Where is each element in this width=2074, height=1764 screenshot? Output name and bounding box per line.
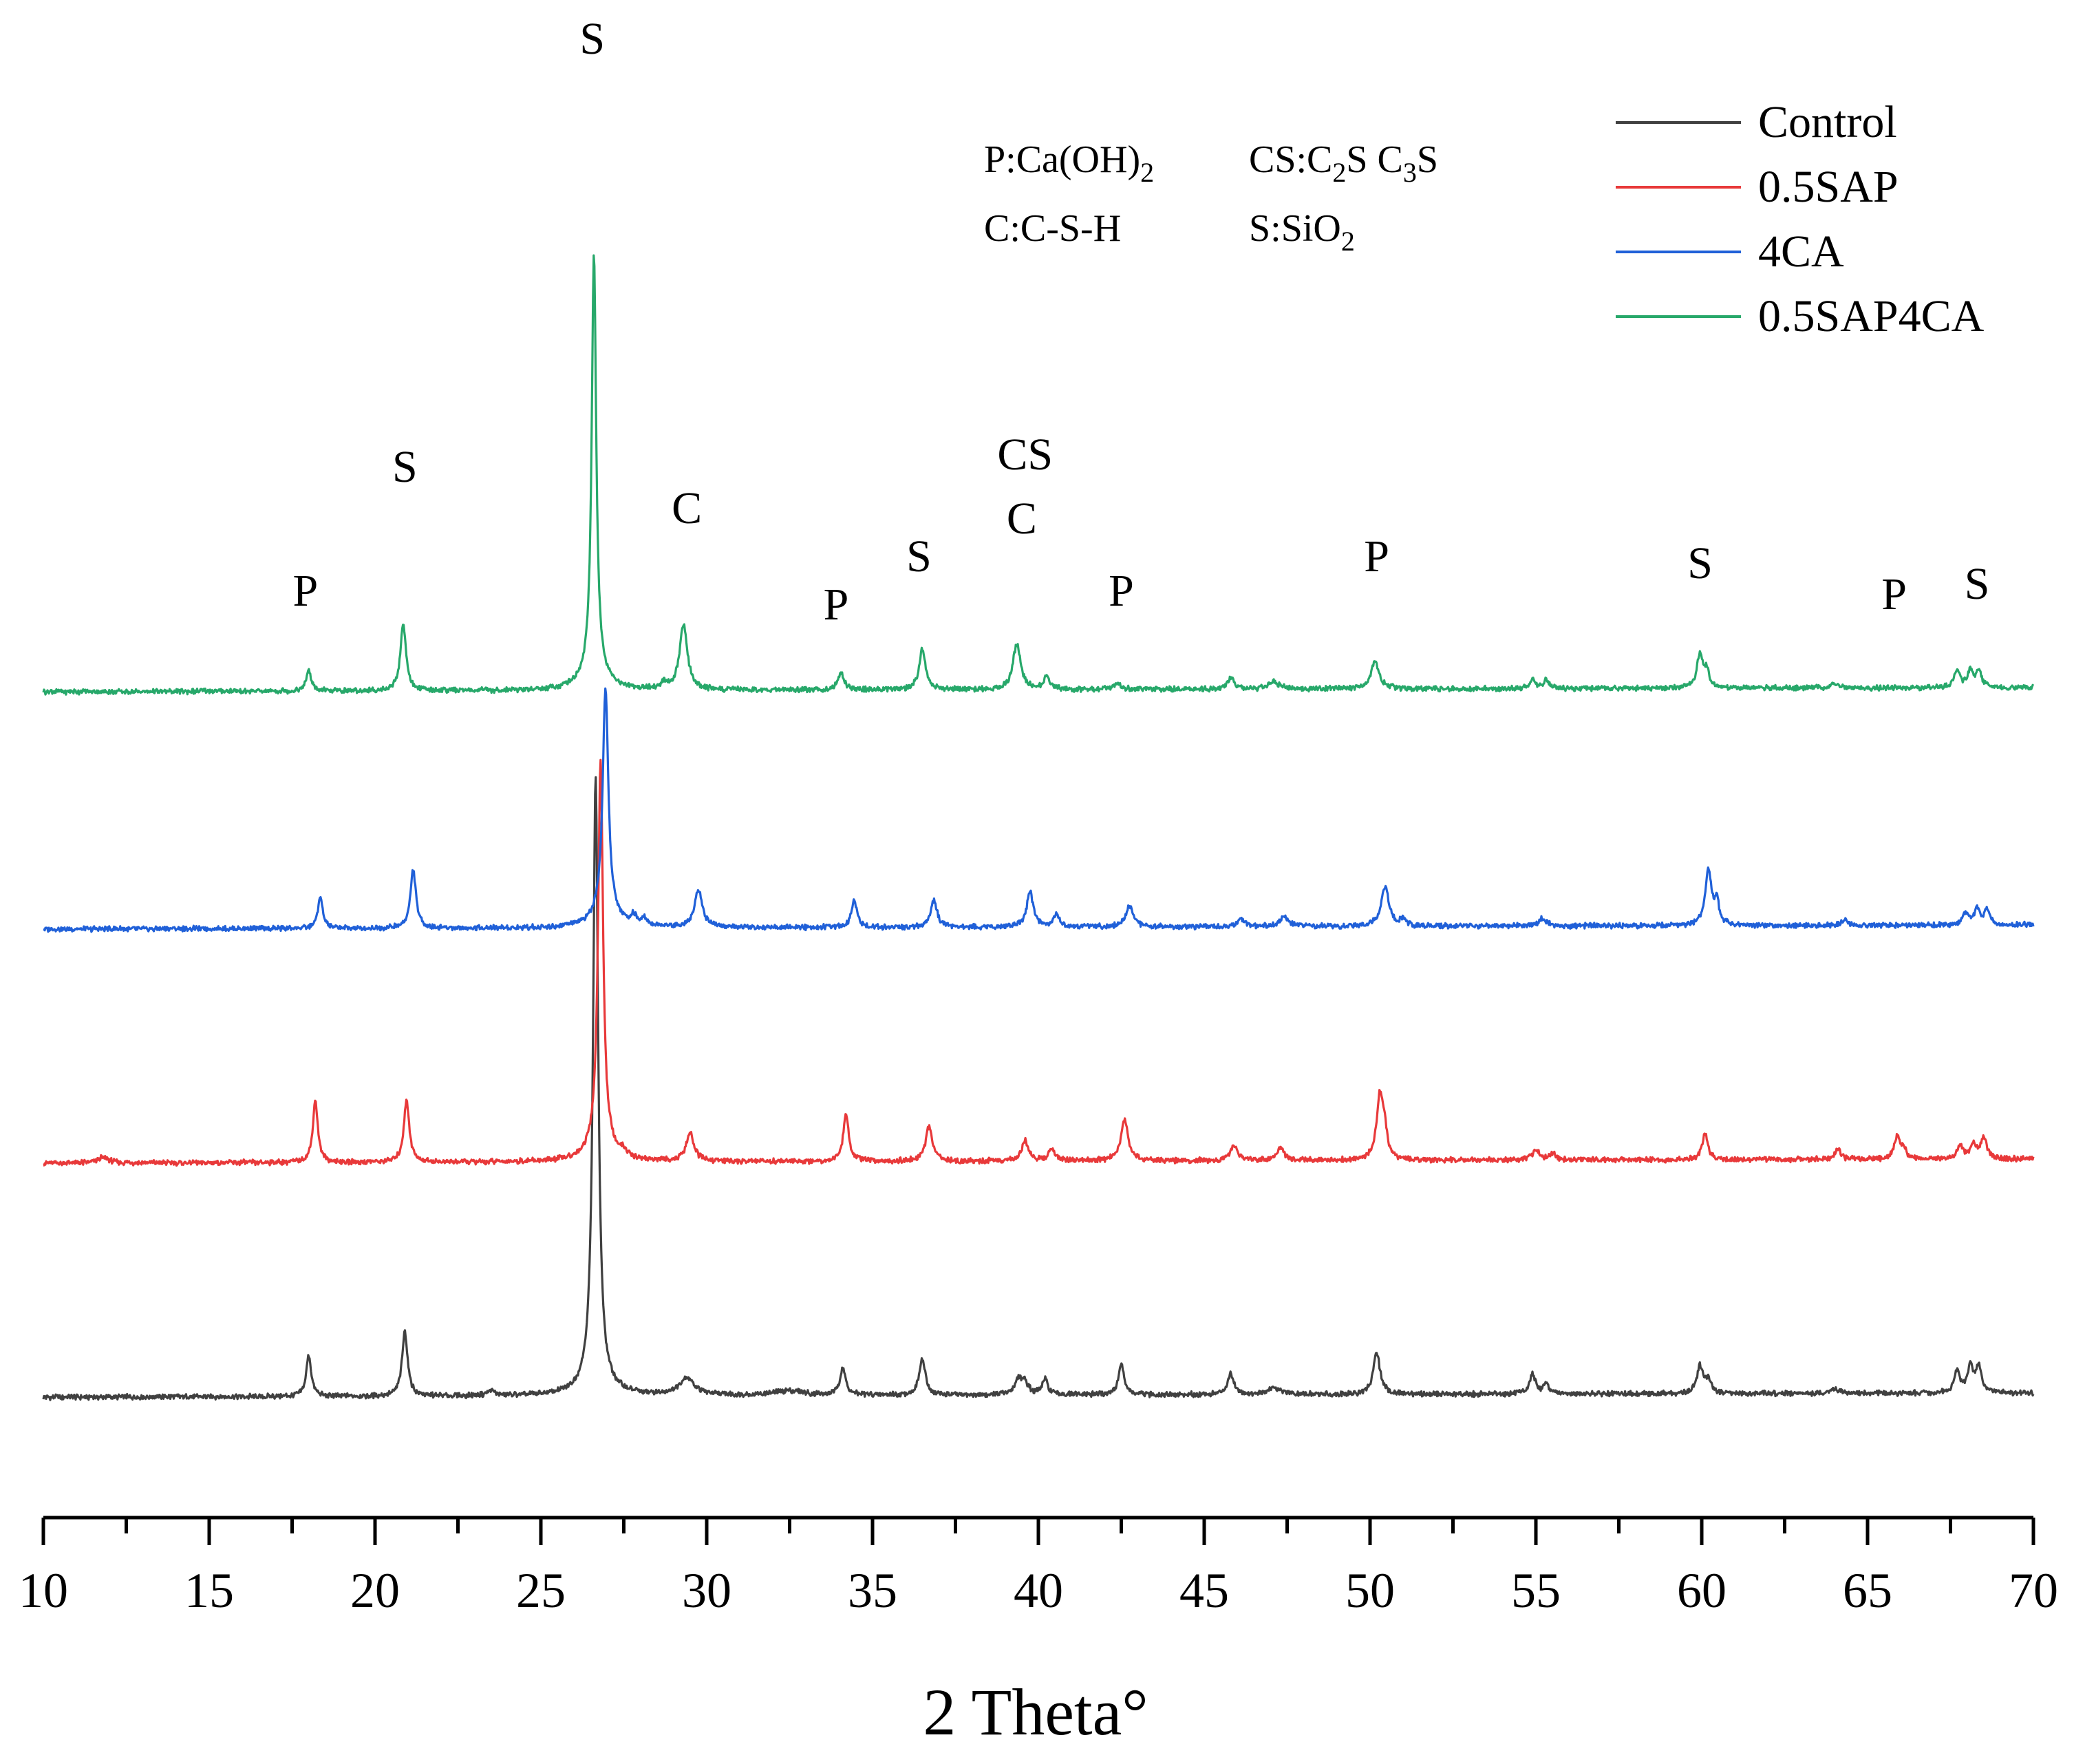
peak-label-cs-6: CS bbox=[997, 429, 1053, 480]
x-tick-label-30: 30 bbox=[682, 1563, 731, 1618]
x-tick-label-45: 45 bbox=[1179, 1563, 1229, 1618]
peak-label-p-0: P bbox=[292, 566, 318, 616]
x-tick-label-70: 70 bbox=[2009, 1563, 2058, 1618]
peak-label-p-11: P bbox=[1881, 569, 1907, 619]
peak-annotations: P S S C P S CS C P P S P S bbox=[292, 14, 1989, 630]
peak-label-p-8: P bbox=[1109, 566, 1134, 616]
peak-label-c-7: C bbox=[1007, 493, 1037, 544]
peak-label-p-9: P bbox=[1364, 531, 1389, 582]
x-tick-label-40: 40 bbox=[1014, 1563, 1063, 1618]
x-tick-label-25: 25 bbox=[516, 1563, 566, 1618]
x-tick-label-50: 50 bbox=[1345, 1563, 1395, 1618]
peak-label-c-3: C bbox=[672, 483, 702, 533]
peak-label-s-10: S bbox=[1687, 538, 1713, 588]
x-tick-label-10: 10 bbox=[19, 1563, 68, 1618]
series-line-4ca bbox=[43, 687, 2035, 933]
phase-key-csh: C:C-S-H bbox=[984, 207, 1121, 250]
x-tick-label-55: 55 bbox=[1511, 1563, 1561, 1618]
x-axis: 10 15 20 25 30 35 40 45 50 55 60 65 70 bbox=[19, 1516, 2058, 1618]
phase-key-sio2: S:SiO2 bbox=[1249, 207, 1355, 257]
phase-key: P:Ca(OH)2 CS:C2S C3S C:C-S-H S:SiO2 bbox=[984, 138, 1438, 257]
x-tick-label-65: 65 bbox=[1843, 1563, 1892, 1618]
phase-key-c2s-c3s: CS:C2S C3S bbox=[1249, 138, 1438, 188]
series-line-0.5sap bbox=[43, 758, 2035, 1167]
x-tick-label-20: 20 bbox=[350, 1563, 400, 1618]
x-tick-label-35: 35 bbox=[848, 1563, 897, 1618]
peak-label-p-4: P bbox=[824, 580, 849, 630]
series-traces bbox=[42, 254, 2035, 1401]
legend-label-0.5sap4ca: 0.5SAP4CA bbox=[1758, 291, 1985, 341]
peak-label-s-1: S bbox=[392, 442, 418, 492]
peak-label-s-5: S bbox=[906, 531, 932, 582]
peak-label-s-2: S bbox=[579, 14, 605, 64]
legend-label-4ca: 4CA bbox=[1758, 226, 1844, 277]
phase-key-caoh2: P:Ca(OH)2 bbox=[984, 138, 1154, 188]
peak-label-s-12: S bbox=[1965, 559, 1990, 609]
series-line-control bbox=[42, 776, 2035, 1401]
legend-label-control: Control bbox=[1758, 97, 1897, 147]
series-line-0.5sap4ca bbox=[42, 254, 2035, 696]
x-axis-title: 2 Theta° bbox=[923, 1675, 1148, 1749]
x-tick-label-15: 15 bbox=[184, 1563, 234, 1618]
x-tick-label-60: 60 bbox=[1677, 1563, 1726, 1618]
legend-label-0.5sap: 0.5SAP bbox=[1758, 162, 1899, 212]
